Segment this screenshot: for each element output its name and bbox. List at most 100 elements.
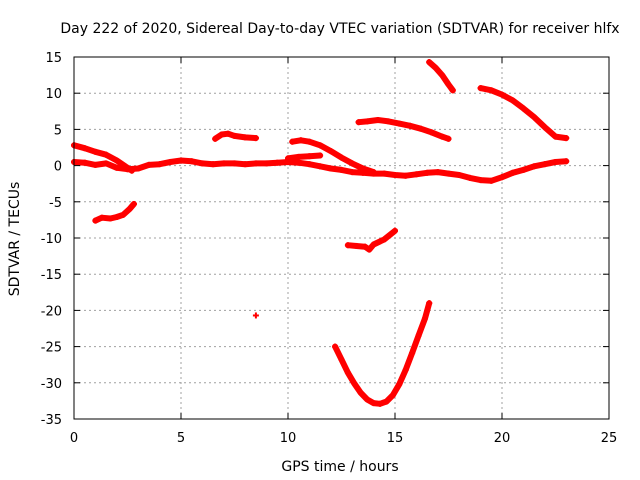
data-point	[488, 177, 495, 184]
data-point	[126, 206, 133, 213]
data-point	[364, 118, 371, 125]
data-point	[563, 135, 570, 142]
data-point	[306, 138, 313, 145]
data-point	[242, 134, 249, 141]
data-point	[92, 148, 99, 155]
y-tick-label: 15	[45, 51, 62, 66]
y-tick-label: 5	[54, 123, 62, 138]
data-point	[426, 300, 433, 307]
chart-title: Day 222 of 2020, Sidereal Day-to-day VTE…	[60, 21, 619, 37]
data-point	[370, 400, 377, 407]
data-point	[509, 169, 516, 176]
data-point	[355, 119, 362, 126]
data-point	[113, 157, 120, 164]
data-point	[406, 122, 413, 129]
y-tick-label: 0	[54, 160, 62, 175]
data-point	[385, 118, 392, 125]
data-point	[370, 169, 377, 176]
axis-ticks: 0 5 10 15 20 25 -35 -30 -25 -20 -15 -10 -5 0 5 10 15	[41, 51, 618, 446]
data-point	[415, 332, 422, 339]
data-point	[466, 174, 473, 181]
data-point	[563, 158, 570, 165]
y-tick-label: -15	[41, 268, 62, 283]
data-point	[252, 135, 259, 142]
y-tick-label: -10	[41, 232, 62, 247]
data-point	[424, 169, 431, 176]
data-point	[426, 59, 433, 66]
data-point	[145, 161, 152, 168]
data-point	[107, 215, 114, 222]
data-point	[225, 130, 232, 137]
data-point	[297, 137, 304, 144]
data-point	[434, 169, 441, 176]
series-isolated-point	[252, 312, 259, 319]
data-point	[92, 217, 99, 224]
data-point	[428, 129, 435, 136]
data-point	[456, 172, 463, 179]
series-arc-near-7h	[212, 130, 259, 142]
y-tick-label: -30	[41, 377, 62, 392]
data-point	[366, 246, 373, 253]
data-point	[499, 174, 505, 181]
data-point	[445, 135, 452, 142]
data-point	[332, 343, 339, 350]
data-point	[212, 135, 219, 142]
data-point	[218, 131, 225, 138]
y-tick-label: -35	[41, 413, 62, 428]
grid	[74, 57, 609, 419]
data-point	[81, 159, 88, 166]
series-line	[332, 300, 433, 407]
data-point	[274, 159, 281, 166]
data-point	[98, 214, 105, 221]
y-tick-label: -5	[49, 196, 62, 211]
data-point	[359, 165, 366, 172]
data-point	[392, 172, 398, 179]
data-point	[92, 161, 99, 168]
series-arc-19h-to-23h	[477, 85, 570, 142]
series-arc-13h-negative	[344, 227, 398, 253]
y-tick-label: 10	[45, 87, 62, 102]
series-baseline-near-zero	[71, 157, 570, 184]
data-point	[413, 171, 420, 178]
data-point	[531, 114, 538, 121]
data-point	[531, 163, 538, 170]
data-point	[188, 158, 195, 165]
data-point	[417, 125, 424, 132]
data-point	[488, 87, 495, 94]
data-point	[402, 172, 409, 179]
series-arc-10h-flat	[285, 152, 324, 162]
data-point	[252, 160, 259, 167]
data-point	[374, 116, 381, 123]
data-point	[362, 243, 369, 250]
data-point	[327, 165, 334, 172]
data-point	[81, 145, 88, 152]
data-point	[130, 200, 137, 207]
data-point	[439, 72, 446, 79]
data-point	[421, 315, 428, 322]
data-point	[124, 164, 131, 171]
data-point	[231, 132, 238, 139]
data-point	[317, 142, 324, 149]
data-point	[509, 97, 516, 104]
data-point	[392, 227, 398, 234]
data-point	[135, 165, 142, 172]
data-series	[71, 59, 570, 407]
data-point	[439, 133, 446, 140]
series-line	[477, 85, 570, 142]
data-point	[449, 87, 456, 94]
data-point	[103, 160, 110, 167]
data-point	[289, 138, 296, 145]
data-point	[349, 160, 356, 167]
data-point	[351, 380, 358, 387]
data-point	[295, 153, 302, 160]
data-point	[520, 105, 527, 112]
data-point	[402, 366, 409, 373]
y-tick-label: -25	[41, 341, 62, 356]
data-point	[381, 170, 388, 177]
data-point	[389, 392, 396, 399]
data-point	[113, 214, 120, 221]
data-point	[306, 161, 313, 168]
data-point	[317, 163, 324, 170]
series-arc-16h-descending	[426, 59, 456, 94]
